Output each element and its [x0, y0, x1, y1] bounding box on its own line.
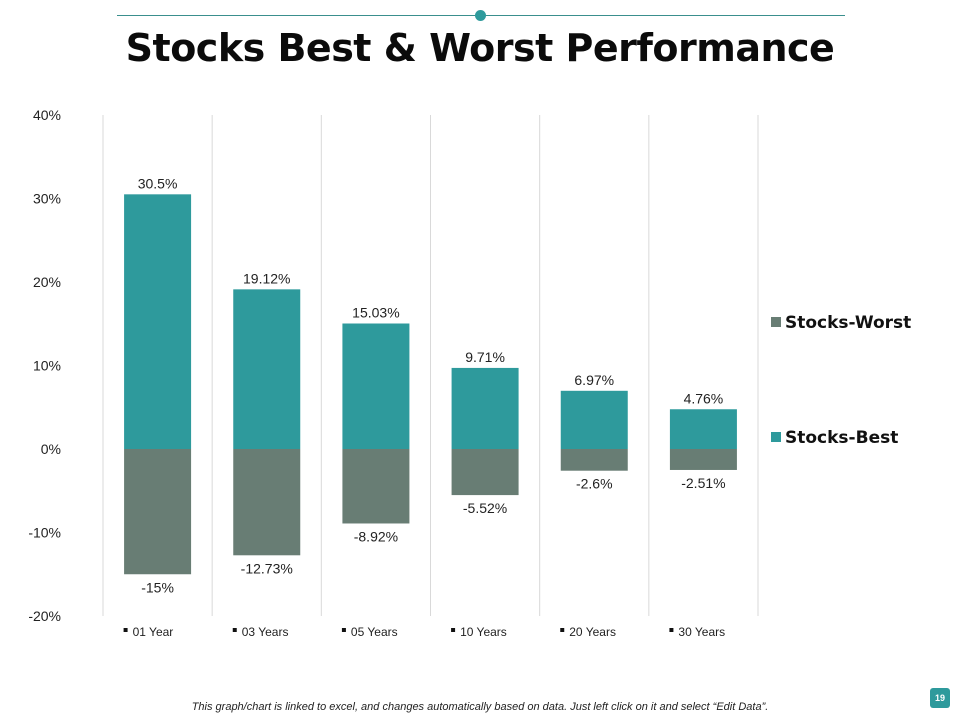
data-label-best: 30.5%: [138, 175, 178, 191]
data-label-best: 19.12%: [243, 270, 290, 286]
data-label-best: 6.97%: [574, 372, 614, 388]
y-tick-label: 20%: [33, 274, 61, 290]
page-number-badge: 19: [930, 688, 950, 708]
y-tick-label: -20%: [28, 608, 61, 624]
data-label-worst: -12.73%: [241, 560, 293, 576]
category-bullet-icon: [560, 628, 565, 632]
data-label-best: 4.76%: [684, 390, 724, 406]
data-labels: 30.5% -15% 19.12% -12.73% 15.03% -8.92% 9.71% -…: [138, 175, 726, 595]
bar-stocks-best[interactable]: [124, 194, 192, 449]
data-label-worst: -5.52%: [463, 500, 507, 516]
bar-stocks-best[interactable]: [233, 289, 301, 449]
footnote: This graph/chart is linked to excel, and…: [191, 701, 769, 713]
category-bullet-icon: [232, 628, 237, 632]
slide-title: Stocks Best & Worst Performance: [125, 26, 835, 70]
bar-stocks-worst[interactable]: [669, 449, 737, 470]
x-category-label: 30 Years: [678, 625, 725, 639]
data-label-worst: -15%: [141, 579, 174, 595]
x-category-label: 10 Years: [460, 625, 507, 639]
y-tick-label: 30%: [33, 191, 61, 207]
legend-swatch: [771, 317, 781, 327]
bar-stocks-best[interactable]: [342, 323, 410, 449]
x-category-label: 05 Years: [351, 625, 398, 639]
x-category-label: 01 Year: [133, 625, 174, 639]
category-bullet-icon: [451, 628, 456, 632]
category-bullet-icon: [341, 628, 346, 632]
bar-stocks-worst[interactable]: [342, 449, 410, 524]
bar-stocks-best[interactable]: [451, 367, 519, 449]
y-tick-label: -10%: [28, 525, 61, 541]
data-label-worst: -2.51%: [681, 475, 725, 491]
data-label-best: 9.71%: [465, 349, 505, 365]
data-label-worst: -2.6%: [576, 476, 613, 492]
x-category-label: 03 Years: [242, 625, 289, 639]
bar-stocks-worst[interactable]: [560, 449, 628, 471]
legend-label[interactable]: Stocks-Best: [785, 428, 898, 448]
header-dot-ornament: [475, 10, 486, 21]
legend-swatch: [771, 432, 781, 442]
bar-stocks-worst[interactable]: [451, 449, 519, 496]
y-tick-label: 40%: [33, 107, 61, 123]
stacked-bar-chart[interactable]: 30.5% -15% 19.12% -12.73% 15.03% -8.92% 9.71% -…: [0, 0, 960, 690]
bar-stocks-best[interactable]: [669, 409, 737, 449]
legend: Stocks-Worst Stocks-Best: [771, 313, 911, 448]
x-category-label: 20 Years: [569, 625, 616, 639]
data-label-worst: -8.92%: [354, 528, 398, 544]
grid-lines: [102, 115, 759, 616]
bars: [124, 194, 737, 575]
axes: 40% 30% 20% 10% 0% -10% -20% 01 Year 03 Years 05 …: [28, 107, 725, 639]
category-bullet-icon: [123, 628, 128, 632]
data-label-best: 15.03%: [352, 304, 399, 320]
legend-label[interactable]: Stocks-Worst: [785, 313, 911, 333]
category-bullet-icon: [669, 628, 674, 632]
bar-stocks-best[interactable]: [560, 390, 628, 449]
y-tick-label: 10%: [33, 358, 61, 374]
y-tick-label: 0%: [41, 441, 61, 457]
bar-stocks-worst[interactable]: [233, 449, 301, 556]
bar-stocks-worst[interactable]: [124, 449, 192, 575]
